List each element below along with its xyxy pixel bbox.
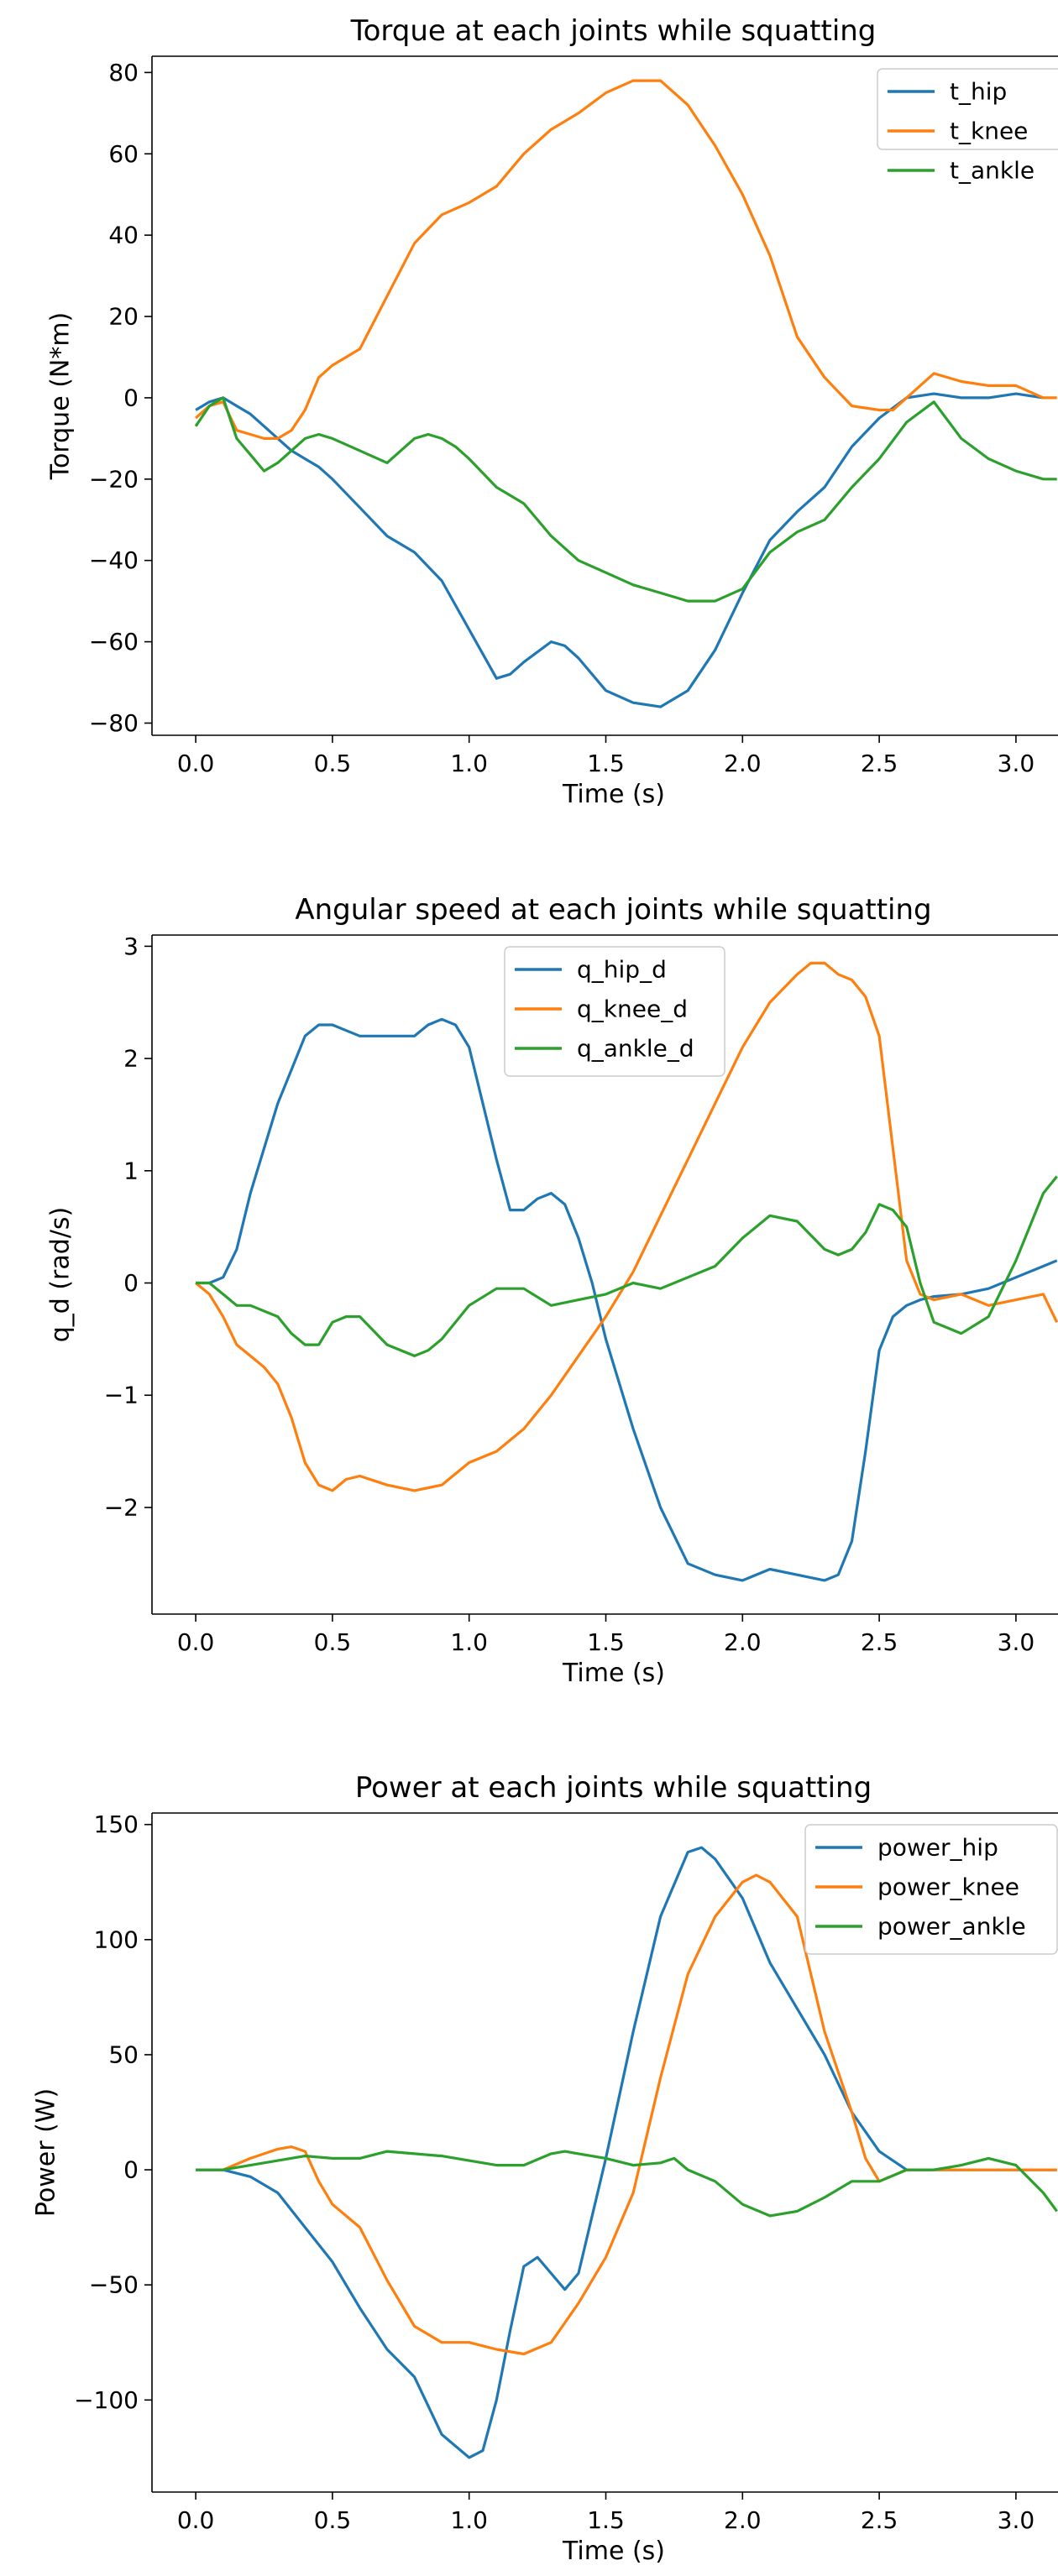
chart-title: Angular speed at each joints while squat… [295,893,931,927]
angular-speed-chart: 0.0 0.5 1.0 1.5 2.0 2.5 3.0 −2 −1 0 1 2 3 Angular spe… [46,893,1058,1688]
legend-label: power_knee [877,1873,1019,1901]
y-tick-label: 150 [94,1811,139,1838]
x-tick-label: 0.0 [177,2506,215,2534]
y-tick-label: 100 [94,1925,139,1953]
y-axis-label: Torque (N*m) [46,312,76,481]
x-tick-label: 1.0 [450,2506,488,2534]
y-tick-label: 20 [108,303,139,331]
x-tick-label: 2.0 [724,2506,762,2534]
legend-label: q_ankle_d [577,1035,694,1063]
y-tick-label: 0 [123,2156,139,2184]
series-line-q_knee_d [195,961,1058,1492]
legend-label: power_ankle [877,1913,1026,1941]
legend: power_hip power_knee power_ankle [804,1824,1058,1955]
x-tick-label: 1.5 [587,2506,625,2534]
x-tick-label: 2.5 [861,2506,898,2534]
legend-frame [877,68,1058,150]
y-tick-label: −1 [104,1382,139,1409]
y-tick-label: −2 [104,1493,139,1521]
y-tick-label: 40 [108,222,139,249]
legend-label: t_hip [950,78,1007,106]
y-tick-label: −20 [89,465,139,493]
x-tick-label: 0.0 [177,750,215,777]
legend-label: q_knee_d [577,995,688,1023]
x-tick-label: 2.5 [861,750,898,777]
series-line-q_ankle_d [196,1175,1058,1357]
x-axis-label: Time (s) [562,780,665,809]
y-tick-label: −80 [89,709,139,737]
legend: t_hip t_knee t_ankle [877,68,1058,185]
y-axis-label: q_d (rad/s) [46,1207,76,1343]
x-tick-label: 2.5 [861,1628,898,1656]
x-tick-label: 0.5 [314,2506,352,2534]
y-axis-label: Power (W) [32,2088,61,2217]
x-tick-label: 2.0 [724,750,762,777]
x-axis-label: Time (s) [562,2537,665,2566]
series-line-t_ankle [194,396,1057,603]
x-tick-label: 3.0 [998,750,1035,777]
x-tick-label: 3.0 [998,1628,1035,1656]
legend: q_hip_d q_knee_d q_ankle_d [504,946,725,1077]
legend-label: t_ankle [950,157,1034,185]
series-line-power_ankle [196,2150,1058,2218]
y-tick-label: 0 [123,1269,139,1297]
x-axis-label: Time (s) [562,1659,665,1688]
x-tick-label: 2.0 [724,1628,762,1656]
y-tick-label: 80 [108,59,139,86]
y-tick-label: 3 [123,933,139,960]
x-tick-label: 1.5 [587,1628,625,1656]
y-tick-label: −50 [89,2271,139,2299]
x-tick-label: 0.5 [314,1628,352,1656]
y-tick-label: 50 [108,2040,139,2068]
y-tick-label: 0 [123,384,139,411]
legend-label: t_knee [950,118,1028,145]
series-line-t_knee [195,79,1057,440]
x-tick-label: 1.0 [450,750,488,777]
x-tick-label: 1.0 [450,1628,488,1656]
y-tick-label: 1 [123,1157,139,1184]
y-tick-label: −100 [74,2386,139,2414]
chart-title: Torque at each joints while squatting [350,14,877,48]
legend-frame [804,1824,1058,1955]
legend-label: q_hip_d [577,956,667,984]
power-chart: 0.0 0.5 1.0 1.5 2.0 2.5 3.0 −100 −50 0 50 100 150 Pow… [32,1771,1058,2566]
series-line-t_hip [195,392,1044,708]
x-tick-label: 0.5 [314,750,352,777]
series-line-q_hip_d [196,1017,1058,1582]
x-tick-label: 0.0 [177,1628,215,1656]
chart-title: Power at each joints while squatting [355,1771,872,1805]
torque-chart: 0.0 0.5 1.0 1.5 2.0 2.5 3.0 −80 −60 −40 −20 0 20 40 60… [46,14,1058,809]
y-tick-label: 2 [123,1045,139,1073]
y-tick-label: 60 [108,140,139,168]
series-line-power_hip [196,1846,1057,2459]
legend-label: power_hip [877,1834,998,1862]
x-tick-label: 3.0 [998,2506,1035,2534]
y-tick-label: −40 [89,546,139,574]
x-tick-label: 1.5 [587,750,625,777]
legend-frame [504,946,725,1077]
y-tick-label: −60 [89,628,139,656]
